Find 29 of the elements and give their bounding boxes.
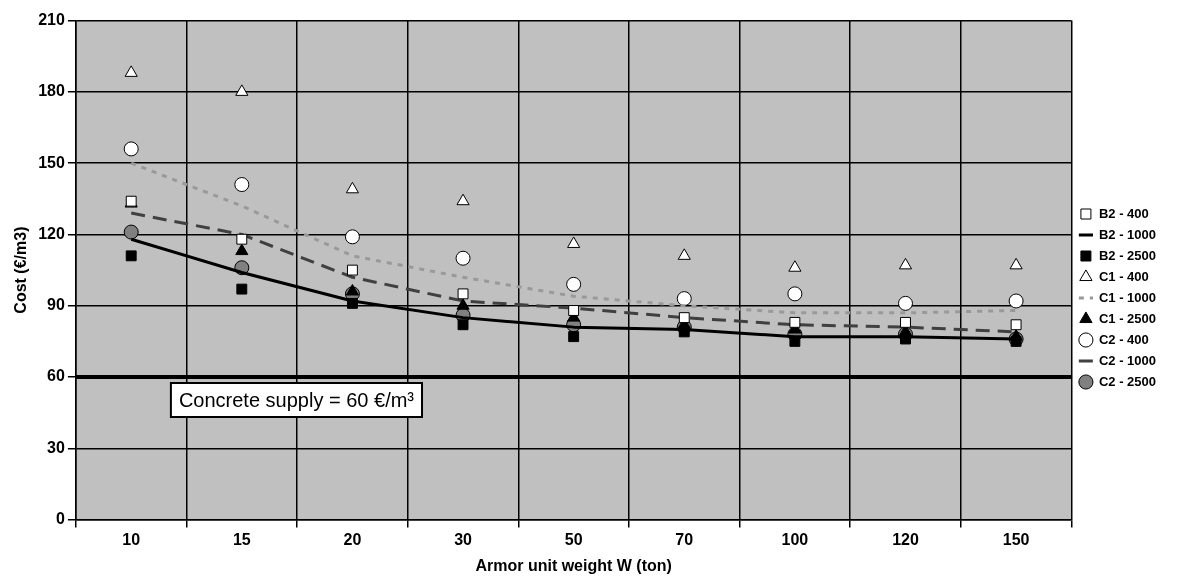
legend-label: C1 - 1000 xyxy=(1098,289,1156,305)
x-tick-label: 10 xyxy=(122,530,141,548)
x-tick-label: 50 xyxy=(564,530,583,548)
x-tick-label: 150 xyxy=(1002,530,1030,548)
x-tick-label: 120 xyxy=(892,530,919,548)
legend-label: B2 - 2500 xyxy=(1098,247,1156,263)
y-tick-label: 120 xyxy=(38,224,65,242)
y-tick-label: 150 xyxy=(38,153,65,171)
legend-label: C1 - 2500 xyxy=(1098,310,1156,326)
y-tick-label: 90 xyxy=(47,296,65,314)
x-axis-title: Armor unit weight W (ton) xyxy=(475,556,672,574)
y-tick-label: 210 xyxy=(38,11,65,29)
ref-line-label: Concrete supply = 60 €/m³ xyxy=(178,388,415,411)
y-tick-label: 0 xyxy=(55,510,65,528)
y-tick-label: 60 xyxy=(47,367,65,385)
x-tick-label: 70 xyxy=(675,530,694,548)
x-tick-label: 15 xyxy=(232,530,251,548)
legend-label: C2 - 400 xyxy=(1098,331,1149,347)
x-tick-label: 20 xyxy=(343,530,362,548)
x-tick-label: 100 xyxy=(781,530,809,548)
y-tick-label: 30 xyxy=(47,438,65,456)
legend-label: C1 - 400 xyxy=(1098,268,1149,284)
y-tick-label: 180 xyxy=(38,82,65,100)
legend-label: B2 - 1000 xyxy=(1098,226,1156,242)
legend-label: C2 - 2500 xyxy=(1098,373,1156,389)
x-tick-label: 30 xyxy=(454,530,473,548)
legend-label: B2 - 400 xyxy=(1098,205,1149,221)
y-axis-title: Cost (€/m3) xyxy=(12,226,30,314)
legend-label: C2 - 1000 xyxy=(1098,352,1156,368)
